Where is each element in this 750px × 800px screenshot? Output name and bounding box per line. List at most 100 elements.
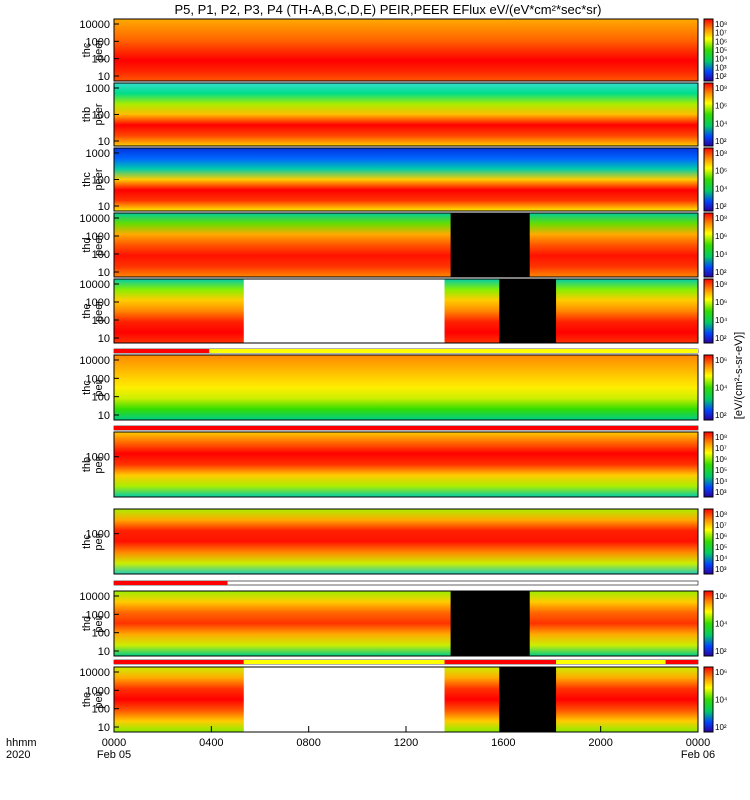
panel-frame-1 [113,18,699,82]
colorbar-tick-2-4: 10² [715,137,727,146]
panel-label-8: thcpeir [81,532,105,551]
spectrogram-panel-9 [114,591,698,656]
colorbar-tick-8-5: 10⁴ [715,554,728,563]
y-tick-label-5-1: 10000 [79,279,110,291]
panel-9: thdpeir 10000 1000 100 10 10⁶ 10⁴ 10² [79,590,728,658]
panel-frame-9 [113,590,699,657]
colorbar-6 [703,354,714,421]
y-tick-label-9-2: 1000 [86,609,110,621]
mode-bar-segment-1-1 [114,349,210,353]
data-gap-10-2 [499,667,557,732]
panel-1: thcpeer 10000 1000 100 10 10⁸10⁷10⁶10⁵10⁴10³1… [79,18,728,83]
y-tick-label-1-2: 1000 [86,36,110,48]
panel-label-2: thbpeer [81,103,105,125]
colorbar-tick-7-5: 10⁴ [715,477,728,486]
colorbar-tick-8-2: 10⁷ [715,521,727,530]
y-tick-label-10-1: 10000 [79,667,110,679]
colorbar-tick-3-1: 10⁸ [715,149,727,158]
colorbar-5 [703,278,714,344]
y-tick-label-4-1: 10000 [79,213,110,225]
colorbar-tick-9-1: 10⁶ [715,592,727,601]
colorbar-tick-9-3: 10² [715,647,727,656]
y-tick-label-9-4: 10 [98,646,110,658]
colorbar-4 [703,212,714,278]
colorbar-tick-1-5: 10⁴ [715,55,728,64]
x-tick-label-6: 2000 [588,737,612,749]
panel-label-4: thdpeer [81,234,105,256]
x-tick-label-2: 0400 [199,737,223,749]
colorbar-tick-7-6: 10³ [715,488,727,497]
colorbar-tick-4-1: 10⁸ [715,214,727,223]
colorbar-tick-5-1: 10⁸ [715,280,727,289]
colorbar-1 [703,18,714,82]
spectrogram-panel-4 [114,213,698,277]
y-tick-label-3-3: 10 [98,201,110,213]
colorbar-tick-6-2: 10⁴ [715,384,728,393]
colorbar-tick-8-3: 10⁶ [715,532,727,541]
colorbar-tick-7-3: 10⁶ [715,455,727,464]
x-axis-label-line2: 2020 [6,749,30,761]
colorbar-tick-1-6: 10³ [715,63,727,72]
y-tick-label-5-3: 100 [92,315,110,327]
colorbar-tick-1-2: 10⁷ [715,29,727,38]
colorbar-tick-10-2: 10⁴ [715,696,728,705]
x-tick-label-1: 0000 [102,737,126,749]
colorbar-tick-10-1: 10⁶ [715,668,727,677]
colorbar-tick-3-2: 10⁶ [715,167,727,176]
spectrogram-panel-2 [114,83,698,146]
spectrogram-panel-1 [114,19,698,81]
mode-bar-4 [113,659,699,665]
x-axis-label-line1: hhmm [6,737,37,749]
panels-group: thcpeer1000010001001010⁸10⁷10⁶10⁵10⁴10³1… [79,18,728,734]
colorbar-9 [703,590,714,657]
colorbar-tick-3-4: 10² [715,202,727,211]
colorbar-tick-4-4: 10² [715,268,727,277]
y-tick-label-10-3: 100 [92,704,110,716]
colorbar-3 [703,147,714,212]
panel-10: thepeir 10000 1000 100 10 10⁶ 10⁴ 10² [79,666,728,734]
colorbar-tick-4-2: 10⁶ [715,232,727,241]
y-tick-label-1-1: 10000 [79,19,110,31]
colorbar-8 [703,508,714,575]
y-tick-label-4-3: 100 [92,249,110,261]
colorbar-tick-3-3: 10⁴ [715,184,728,193]
y-tick-label-4-2: 1000 [86,231,110,243]
chart-title: P5, P1, P2, P3, P4 (TH-A,B,C,D,E) PEIR,P… [175,2,602,17]
colorbar-tick-8-6: 10³ [715,565,727,574]
y-tick-label-2-2: 100 [92,110,110,122]
panel-label-7: thbpeir [81,455,105,474]
mode-bar-segment-2-1 [114,426,698,430]
colorbar-tick-1-7: 10² [715,72,727,81]
colorbar-unit-label: [eV/(cm²-s-sr-eV)] [733,332,745,419]
spectrogram-panel-6 [114,355,698,420]
panel-frame-8 [113,508,699,575]
mode-bar-2 [113,425,699,431]
y-tick-label-1-3: 100 [92,54,110,66]
panel-4: thdpeer 10000 1000 100 10 10⁸ 10⁶ 10⁴ 10² [79,212,728,279]
mode-bar-segment-4-4 [556,660,666,664]
colorbar-2 [703,82,714,147]
colorbar-tick-1-4: 10⁵ [715,46,727,55]
panel-label-5: thepeer [81,300,105,322]
mode-bar-segment-1-2 [209,349,699,353]
mode-bar-segment-4-3 [444,660,557,664]
data-gap-5-1 [243,279,445,343]
spectrogram-panel-8 [114,509,698,574]
y-tick-label-1-4: 10 [98,71,110,83]
x-tick-label-4: 1200 [394,737,418,749]
x-date-label-2: Feb 06 [681,749,715,761]
colorbar-tick-7-1: 10⁸ [715,433,727,442]
colorbar-tick-7-4: 10⁵ [715,466,727,475]
mode-bar-segment-3-1 [114,581,228,585]
y-tick-label-3-2: 100 [92,175,110,187]
x-date-label-1: Feb 05 [97,749,131,761]
y-tick-label-3-1: 1000 [86,148,110,160]
colorbar-tick-10-3: 10² [715,723,727,732]
spectrogram-panel-7 [114,432,698,497]
panel-2: thbpeer 1000 100 10 10⁸ 10⁶ 10⁴ 10² [81,82,728,148]
data-gap-10-1 [243,667,445,732]
colorbar-tick-5-2: 10⁶ [715,298,727,307]
